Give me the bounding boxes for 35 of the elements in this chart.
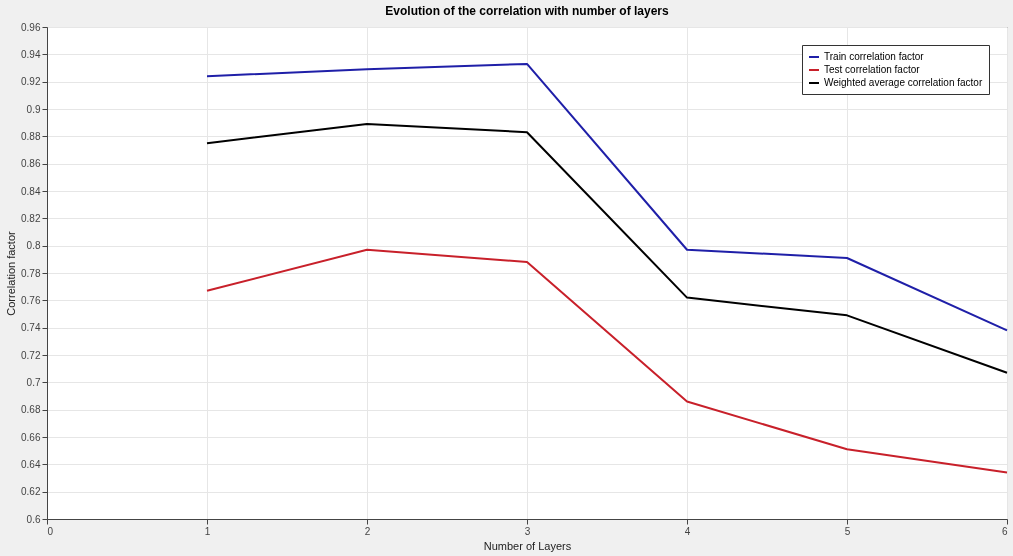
x-tick-label: 6 xyxy=(1001,525,1008,537)
x-tick-label: 0 xyxy=(47,525,54,537)
line-series xyxy=(206,248,1008,474)
y-tick-label: 0.84 xyxy=(21,185,41,197)
legend-label: Test correlation factor xyxy=(824,64,921,75)
y-tick-label: 0.62 xyxy=(21,486,41,498)
chart-title: Evolution of the correlation with number of layers xyxy=(385,4,669,18)
y-tick-label: 0.88 xyxy=(21,130,41,142)
legend-label: Weighted average correlation factor xyxy=(824,77,983,88)
y-tick-label: 0.6 xyxy=(26,513,41,525)
line-series xyxy=(206,123,1008,374)
x-tick-label: 2 xyxy=(364,525,371,537)
y-tick-label: 0.9 xyxy=(26,103,41,115)
y-tick-label: 0.74 xyxy=(21,322,41,334)
y-tick-label: 0.96 xyxy=(21,21,41,33)
x-tick-label: 3 xyxy=(524,525,531,537)
x-tick-label: 5 xyxy=(844,525,851,537)
y-tick-label: 0.76 xyxy=(21,294,41,306)
y-tick-label: 0.82 xyxy=(21,212,41,224)
y-tick-label: 0.86 xyxy=(21,158,41,170)
x-tick-label: 4 xyxy=(684,525,691,537)
y-tick-label: 0.92 xyxy=(21,76,41,88)
y-tick-label: 0.78 xyxy=(21,267,41,279)
line-series xyxy=(206,62,1008,332)
y-tick-label: 0.64 xyxy=(21,458,41,470)
x-tick-label: 1 xyxy=(204,525,211,537)
y-tick-label: 0.94 xyxy=(21,48,41,60)
y-tick-label: 0.72 xyxy=(21,349,41,361)
x-axis-title: Number of Layers xyxy=(483,539,572,552)
y-tick-label: 0.66 xyxy=(21,431,41,443)
y-tick-label: 0.7 xyxy=(26,376,41,388)
legend-label: Train correlation factor xyxy=(824,51,925,62)
y-tick-label: 0.8 xyxy=(26,240,41,252)
y-axis-title: Correlation factor xyxy=(5,230,18,316)
y-tick-label: 0.68 xyxy=(21,404,41,416)
